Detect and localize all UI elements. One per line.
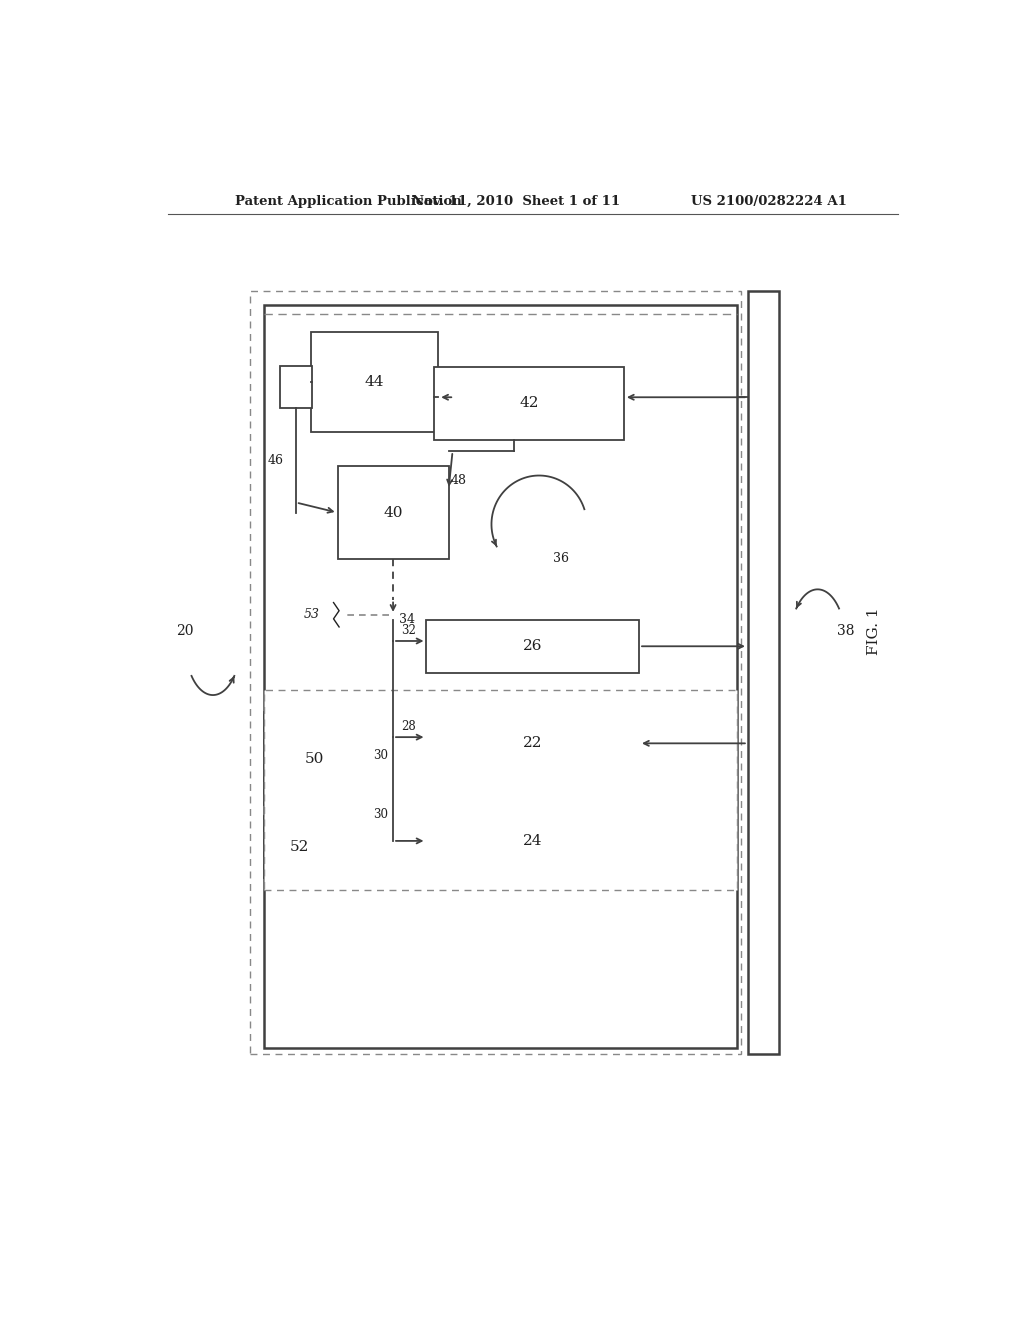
Text: 24: 24 bbox=[523, 834, 543, 847]
Text: 42: 42 bbox=[519, 396, 539, 411]
FancyBboxPatch shape bbox=[748, 290, 779, 1053]
FancyBboxPatch shape bbox=[426, 809, 639, 873]
Text: 32: 32 bbox=[401, 624, 416, 638]
Text: Patent Application Publication: Patent Application Publication bbox=[236, 194, 462, 207]
Text: 34: 34 bbox=[399, 614, 416, 627]
FancyBboxPatch shape bbox=[250, 290, 741, 1053]
Text: 26: 26 bbox=[523, 639, 543, 653]
Text: 46: 46 bbox=[268, 454, 284, 467]
Text: 28: 28 bbox=[401, 721, 416, 734]
Text: 52: 52 bbox=[290, 840, 308, 854]
FancyBboxPatch shape bbox=[280, 366, 312, 408]
Text: 40: 40 bbox=[383, 506, 402, 520]
Text: 36: 36 bbox=[553, 552, 569, 565]
Text: 50: 50 bbox=[305, 751, 325, 766]
FancyBboxPatch shape bbox=[426, 620, 639, 673]
FancyBboxPatch shape bbox=[264, 305, 736, 1048]
Text: 20: 20 bbox=[176, 624, 194, 638]
Text: US 2100/0282224 A1: US 2100/0282224 A1 bbox=[691, 194, 847, 207]
Text: 48: 48 bbox=[451, 474, 466, 487]
Text: 30: 30 bbox=[373, 750, 388, 762]
Text: Nov. 11, 2010  Sheet 1 of 11: Nov. 11, 2010 Sheet 1 of 11 bbox=[412, 194, 621, 207]
FancyBboxPatch shape bbox=[264, 816, 334, 878]
Text: FIG. 1: FIG. 1 bbox=[867, 607, 881, 655]
Text: 30: 30 bbox=[373, 808, 388, 821]
Text: 38: 38 bbox=[837, 624, 854, 638]
FancyBboxPatch shape bbox=[264, 690, 736, 890]
Text: 44: 44 bbox=[365, 375, 384, 389]
FancyBboxPatch shape bbox=[426, 713, 639, 775]
FancyBboxPatch shape bbox=[338, 466, 449, 558]
Text: 22: 22 bbox=[523, 737, 543, 750]
FancyBboxPatch shape bbox=[310, 333, 438, 432]
FancyBboxPatch shape bbox=[434, 367, 624, 440]
Text: 53: 53 bbox=[304, 609, 321, 622]
FancyBboxPatch shape bbox=[264, 713, 365, 805]
